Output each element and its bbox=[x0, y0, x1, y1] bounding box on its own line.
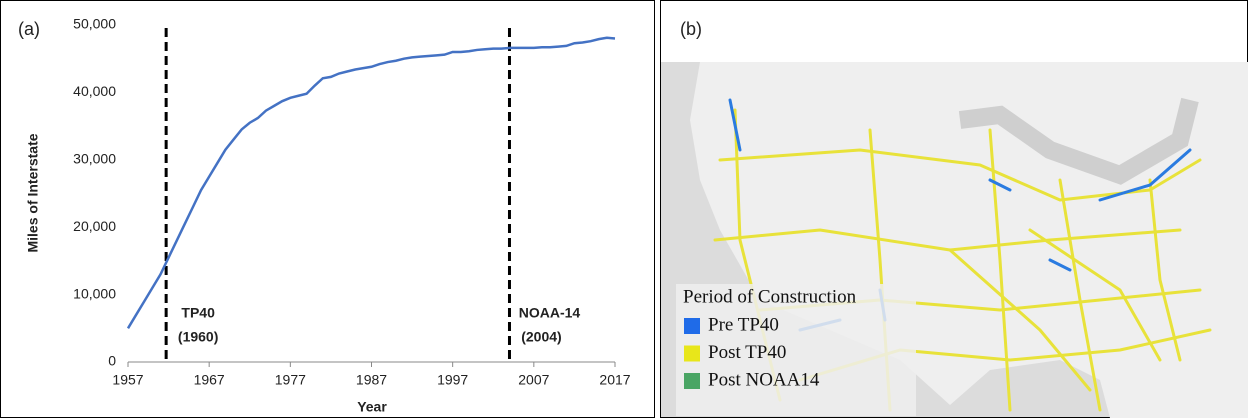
x-tick-label: 1967 bbox=[194, 372, 225, 388]
y-tick-label: 30,000 bbox=[73, 151, 116, 167]
legend-label: Post TP40 bbox=[708, 342, 786, 363]
annotation: TP40 bbox=[181, 305, 215, 321]
x-tick-label: 2007 bbox=[518, 372, 549, 388]
legend: Pre TP40 Post TP40 Post NOAA14 bbox=[684, 314, 820, 390]
legend-swatch bbox=[684, 373, 700, 389]
x-tick-label: 1977 bbox=[275, 372, 306, 388]
y-tick-label: 20,000 bbox=[73, 218, 116, 234]
map-land bbox=[661, 62, 1248, 418]
legend-swatch bbox=[684, 318, 700, 334]
x-tick-label: 1997 bbox=[437, 372, 468, 388]
annotation: (1960) bbox=[178, 329, 218, 345]
legend-label: Pre TP40 bbox=[708, 314, 779, 335]
y-tick-label: 40,000 bbox=[73, 83, 116, 99]
panel-a-border bbox=[0, 0, 655, 418]
y-axis-label: Miles of Interstate bbox=[25, 133, 41, 252]
legend-title: Period of Construction bbox=[683, 286, 857, 307]
panel-label: (b) bbox=[680, 19, 702, 39]
x-tick-label: 1957 bbox=[112, 372, 143, 388]
x-tick-label: 1987 bbox=[356, 372, 387, 388]
annotation: NOAA-14 bbox=[519, 305, 581, 321]
legend-swatch bbox=[684, 345, 700, 362]
legend-label: Post NOAA14 bbox=[708, 369, 820, 390]
annotation: (2004) bbox=[521, 329, 561, 345]
y-tick-label: 0 bbox=[108, 353, 116, 369]
data-line bbox=[126, 36, 616, 329]
panel-label: (a) bbox=[18, 19, 40, 39]
x-tick-label: 2017 bbox=[599, 372, 630, 388]
x-axis-label: Year bbox=[357, 399, 387, 415]
legend-background bbox=[676, 284, 916, 416]
map-lakes bbox=[958, 97, 1199, 185]
y-tick-label: 10,000 bbox=[73, 285, 116, 301]
y-tick-label: 50,000 bbox=[73, 16, 116, 32]
